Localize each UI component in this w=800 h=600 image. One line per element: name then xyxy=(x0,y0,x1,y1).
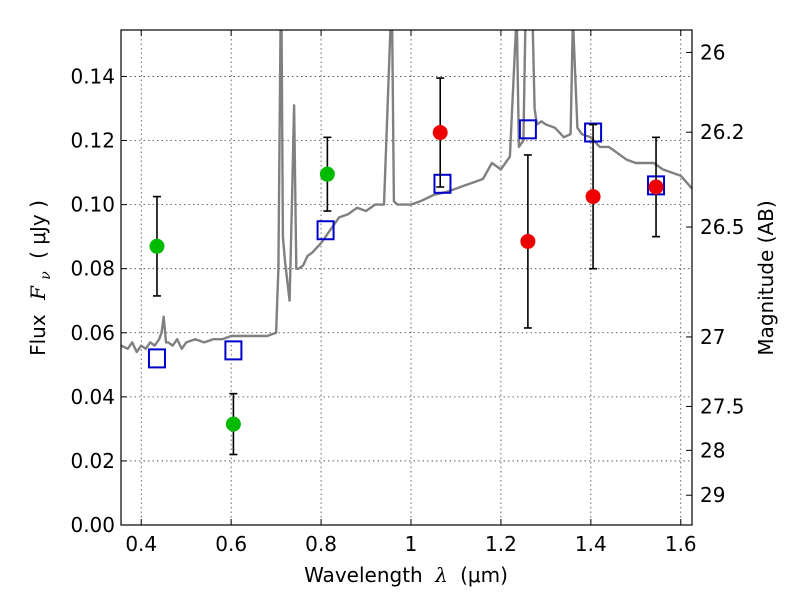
x-axis-label: Wavelength xyxy=(304,563,423,587)
x-tick-label: 1.2 xyxy=(485,532,517,556)
plot-frame xyxy=(120,29,693,526)
spectrum-line xyxy=(121,30,692,354)
x-axis-symbol: λ xyxy=(434,563,448,587)
x-tick-label: 1.6 xyxy=(665,532,697,556)
y2-tick-label: 29 xyxy=(700,483,725,507)
x-tick-label: 1.4 xyxy=(575,532,607,556)
y-tick-label: 0.04 xyxy=(70,385,115,409)
model-photometry-point xyxy=(316,220,335,241)
observed-point xyxy=(520,233,536,249)
x-tick-label: 0.4 xyxy=(125,532,157,556)
grid-layer xyxy=(121,30,692,526)
y-tick-label: 0.10 xyxy=(70,193,115,217)
observed-point xyxy=(319,166,335,182)
observed-point xyxy=(149,238,165,254)
x-axis-title: Wavelength λ (μm) xyxy=(304,563,508,587)
x-tick-label: 0.8 xyxy=(305,532,337,556)
y-tick-label: 0.00 xyxy=(70,513,115,537)
tick-layer: 0.4 0.6 0.8 1 1.2 1.4 1.6 0.00 0.02 0.04 0.06 0.08 0… xyxy=(70,30,745,556)
y2-tick-label: 27.5 xyxy=(700,394,745,418)
y-tick-label: 0.02 xyxy=(70,449,115,473)
observed-point xyxy=(432,125,448,141)
y-axis-title: Flux F ν ( μJy ) xyxy=(26,200,55,356)
observed-point xyxy=(585,189,601,205)
y-tick-label: 0.08 xyxy=(70,257,115,281)
y-axis-label: Flux xyxy=(26,314,50,356)
y-tick-label: 0.06 xyxy=(70,321,115,345)
x-tick-label: 0.6 xyxy=(215,532,247,556)
y-tick-label: 0.12 xyxy=(70,129,115,153)
y2-tick-label: 26.5 xyxy=(700,215,745,239)
y2-tick-label: 26.2 xyxy=(700,120,745,144)
y-axis-symbol: F xyxy=(26,285,50,301)
marker-layer xyxy=(147,77,666,456)
model-photometry-point xyxy=(147,348,166,369)
x-axis-unit: (μm) xyxy=(460,563,508,587)
y2-tick-label: 27 xyxy=(700,325,725,349)
observed-point xyxy=(225,416,241,432)
y-axis-subscript: ν xyxy=(38,271,54,280)
x-tick-label: 1 xyxy=(405,532,418,556)
model-photometry-point xyxy=(224,340,243,361)
model-photometry-point xyxy=(433,173,452,194)
y2-tick-label: 26 xyxy=(700,40,725,64)
y-tick-label: 0.14 xyxy=(70,64,115,88)
y-axis-unit: ( μJy ) xyxy=(26,200,50,259)
series-layer xyxy=(121,30,692,354)
y2-tick-label: 28 xyxy=(700,438,725,462)
y2-axis-title: Magnitude (AB) xyxy=(754,200,778,355)
observed-point xyxy=(648,179,664,195)
model-photometry-point xyxy=(518,119,537,140)
